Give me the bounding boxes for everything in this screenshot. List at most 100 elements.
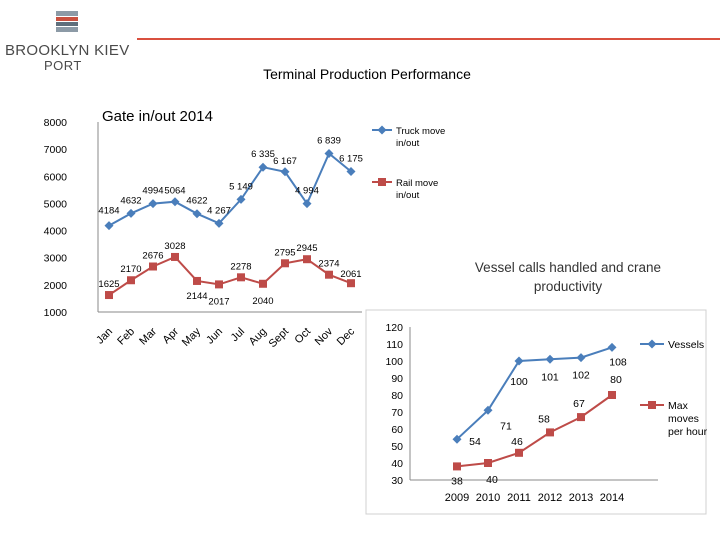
series-line (108, 151, 352, 227)
data-label: 4 267 (207, 205, 231, 216)
legend-label: Vessels (668, 339, 704, 351)
y-tick-label: 120 (385, 322, 403, 334)
legend-marker (648, 401, 656, 409)
data-point (303, 255, 311, 264)
data-label: 46 (511, 436, 523, 448)
data-point (104, 221, 114, 231)
data-label: 40 (486, 474, 498, 486)
data-point (149, 262, 157, 271)
legend-marker (378, 178, 386, 186)
y-tick-label: 2000 (44, 280, 68, 292)
data-point (545, 354, 555, 364)
vessel-chart-frame (365, 309, 707, 515)
data-point (258, 162, 268, 172)
data-point (259, 279, 267, 288)
data-label: 71 (500, 420, 512, 432)
y-tick-label: 1000 (44, 307, 68, 319)
y-tick-label: 6000 (44, 171, 68, 183)
data-point (577, 413, 585, 422)
data-label: 108 (609, 356, 627, 368)
y-tick-label: 50 (391, 441, 403, 453)
legend-label: Rail move in/out (396, 178, 438, 201)
data-label: 38 (451, 475, 463, 487)
data-point (324, 149, 334, 159)
data-label: 2676 (142, 251, 163, 262)
data-label: 4632 (120, 195, 141, 206)
page-title: Terminal Production Performance (263, 66, 471, 82)
data-label: 4184 (98, 206, 119, 217)
legend-label: Max moves per hour (668, 400, 708, 438)
y-tick-label: 3000 (44, 253, 68, 265)
data-point (452, 434, 462, 444)
data-label: 2144 (186, 291, 207, 302)
data-point (546, 428, 554, 437)
y-tick-label: 100 (385, 356, 403, 368)
data-point (148, 199, 158, 209)
data-label: 6 839 (317, 136, 341, 147)
data-label: 2795 (274, 247, 295, 258)
data-label: 3028 (164, 241, 185, 252)
data-point (192, 209, 202, 219)
data-label: 4622 (186, 196, 207, 207)
data-label: 6 175 (339, 154, 363, 165)
data-point (347, 279, 355, 288)
gate-chart-title: Gate in/out 2014 (102, 108, 213, 125)
data-point (608, 391, 616, 399)
data-label: 58 (538, 413, 550, 425)
data-label: 6 167 (273, 156, 297, 167)
data-label: 5064 (164, 186, 185, 197)
data-point (214, 218, 224, 228)
data-point (126, 208, 136, 218)
y-tick-label: 5000 (44, 198, 68, 210)
legend-marker (647, 339, 657, 349)
data-point (576, 353, 586, 363)
data-point (325, 270, 333, 279)
vessel-chart-title: Vessel calls handled and crane productiv… (474, 260, 662, 294)
data-point (484, 459, 492, 467)
y-tick-label: 70 (391, 407, 403, 419)
data-label: 5 149 (229, 181, 253, 192)
data-point (105, 291, 113, 300)
data-point (236, 194, 246, 204)
y-tick-label: 60 (391, 424, 403, 436)
y-tick-label: 4000 (44, 226, 68, 238)
logo-text: BROOKLYN KIEV (5, 42, 130, 59)
y-tick-label: 110 (386, 339, 403, 351)
x-tick-label: 2010 (476, 492, 500, 504)
y-tick-label: 80 (391, 390, 403, 402)
legend-marker (377, 125, 387, 135)
data-point (483, 405, 493, 415)
data-label: 67 (573, 398, 585, 410)
data-label: 2278 (230, 261, 251, 272)
data-point (281, 259, 289, 268)
y-tick-label: 90 (391, 373, 403, 385)
data-label: 100 (510, 376, 528, 388)
x-tick-label: 2009 (445, 492, 469, 504)
data-label: 80 (610, 374, 622, 386)
series-line (456, 346, 613, 440)
header-divider (137, 38, 720, 40)
x-tick-label: 2012 (538, 492, 562, 504)
data-point (171, 252, 179, 261)
data-label: 2374 (318, 259, 339, 270)
data-point (280, 167, 290, 177)
data-label: 101 (541, 371, 559, 383)
legend-label: Truck move in/out (396, 126, 445, 149)
data-point (514, 356, 524, 366)
data-point (515, 448, 523, 457)
y-tick-label: 40 (391, 458, 403, 470)
data-point (607, 342, 617, 352)
data-point (193, 276, 201, 285)
data-label: 2061 (340, 269, 361, 280)
data-point (127, 276, 135, 285)
x-tick-label: 2011 (507, 492, 531, 504)
data-point (453, 462, 461, 471)
data-point (346, 167, 356, 177)
data-label: 2170 (120, 264, 141, 275)
data-label: 1625 (98, 279, 119, 290)
data-label: 2040 (252, 296, 273, 307)
data-label: 102 (572, 370, 590, 382)
series-line (456, 394, 613, 468)
data-point (237, 273, 245, 282)
